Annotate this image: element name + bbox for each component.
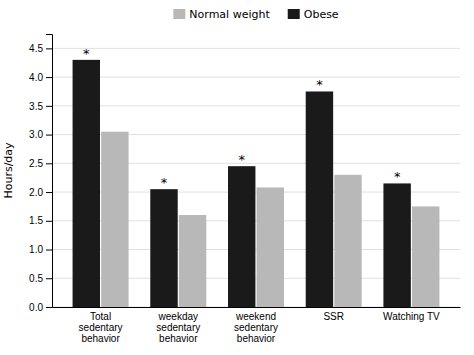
y-tick-label: 3.5 — [29, 101, 43, 112]
x-axis-line — [53, 307, 461, 308]
bar — [306, 91, 333, 307]
annotation: * — [83, 46, 90, 61]
legend-swatch — [173, 9, 185, 19]
y-tick-label: 1.0 — [29, 244, 43, 255]
x-tick-label: weekdaysedentarybehavior — [156, 311, 200, 344]
grid-line — [52, 77, 460, 78]
y-tick-label: 1.5 — [29, 215, 43, 226]
x-tick-label: Watching TV — [383, 311, 440, 322]
x-tick-label: Totalsedentarybehavior — [79, 311, 123, 344]
series — [73, 60, 411, 307]
y-axis: 0.0 0.5 1.0 1.5 2.0 2.5 3.0 3.5 4.0 4.5 — [29, 35, 52, 313]
grid-line — [52, 105, 460, 106]
legend-swatch — [288, 9, 300, 19]
y-tick-label: 2.5 — [29, 158, 43, 169]
bar — [257, 187, 284, 307]
x-tick: weekendsedentarybehavior — [234, 311, 278, 344]
annotation: * — [161, 175, 168, 190]
x-tick-label-line: Total — [90, 311, 111, 322]
legend-label: Obese — [304, 8, 339, 21]
bar — [228, 166, 255, 307]
y-tick: 3.0 — [29, 129, 52, 140]
y-tick: 3.5 — [29, 101, 52, 112]
y-tick-label: 0.0 — [29, 302, 43, 313]
x-tick-label-line: behavior — [237, 333, 276, 344]
x-tick: Watching TV — [383, 311, 440, 322]
y-tick-mark — [46, 163, 52, 164]
x-tick-label-line: SSR — [323, 311, 344, 322]
x-tick: Totalsedentarybehavior — [79, 311, 123, 344]
bar — [179, 215, 206, 307]
y-tick-label: 0.5 — [29, 273, 43, 284]
bars — [73, 60, 440, 307]
x-tick-label-line: sedentary — [234, 322, 278, 333]
x-tick: weekdaysedentarybehavior — [156, 311, 200, 344]
bar — [150, 189, 177, 307]
bar — [101, 132, 128, 307]
legend-label: Normal weight — [189, 8, 270, 21]
annotation: * — [394, 169, 401, 184]
x-tick-label-line: Watching TV — [383, 311, 440, 322]
grid — [52, 48, 460, 307]
y-tick-mark — [46, 135, 52, 136]
legend-item: Obese — [288, 8, 339, 21]
y-tick-mark — [46, 278, 52, 279]
y-tick-mark — [46, 48, 52, 49]
x-axis: Totalsedentarybehaviorweekdaysedentarybe… — [53, 308, 461, 345]
y-tick: 1.5 — [29, 215, 52, 226]
plot: 0.00.51.01.52.02.53.03.54.04.5Totalseden… — [2, 35, 461, 345]
bar — [334, 175, 361, 307]
y-tick-mark — [46, 307, 52, 308]
series — [101, 132, 439, 307]
grid-line — [52, 48, 460, 49]
annotation: * — [316, 77, 323, 92]
annotations: * * * * * — [83, 46, 401, 190]
x-tick-label-line: sedentary — [79, 322, 123, 333]
y-tick-label: 3.0 — [29, 129, 43, 140]
annotation: * — [238, 152, 245, 167]
y-tick-label: 4.0 — [29, 72, 43, 83]
y-tick-mark — [46, 106, 52, 107]
y-tick-mark — [46, 77, 52, 78]
x-tick: SSR — [323, 311, 344, 322]
y-tick: 4.0 — [29, 72, 52, 83]
y-tick-label: 2.0 — [29, 187, 43, 198]
legend-item: Normal weight — [173, 8, 270, 21]
x-tick-label: SSR — [323, 311, 344, 322]
bar — [383, 183, 410, 307]
y-tick: 2.0 — [29, 187, 52, 198]
y-tick-mark — [46, 221, 52, 222]
bar — [73, 60, 100, 307]
y-tick: 4.5 — [29, 43, 52, 54]
bar — [412, 206, 439, 307]
legend: Normal weight Obese — [173, 8, 339, 21]
y-tick: 0.5 — [29, 273, 52, 284]
y-tick-label: 4.5 — [29, 43, 43, 54]
y-tick: 1.0 — [29, 244, 52, 255]
x-tick-label-line: sedentary — [156, 322, 200, 333]
x-tick-label: weekendsedentarybehavior — [234, 311, 278, 344]
y-tick-mark — [46, 250, 52, 251]
x-tick-label-line: weekday — [158, 311, 198, 322]
y-axis-title: Hours/day — [2, 142, 15, 199]
y-tick: 2.5 — [29, 158, 52, 169]
x-tick-label-line: behavior — [81, 333, 120, 344]
x-tick-label-line: weekend — [235, 311, 276, 322]
y-axis-line — [46, 35, 53, 308]
chart: 0.00.51.01.52.02.53.03.54.04.5Totalseden… — [0, 0, 474, 355]
y-tick: 0.0 — [29, 302, 52, 313]
x-tick-label-line: behavior — [159, 333, 198, 344]
y-tick-mark — [46, 192, 52, 193]
